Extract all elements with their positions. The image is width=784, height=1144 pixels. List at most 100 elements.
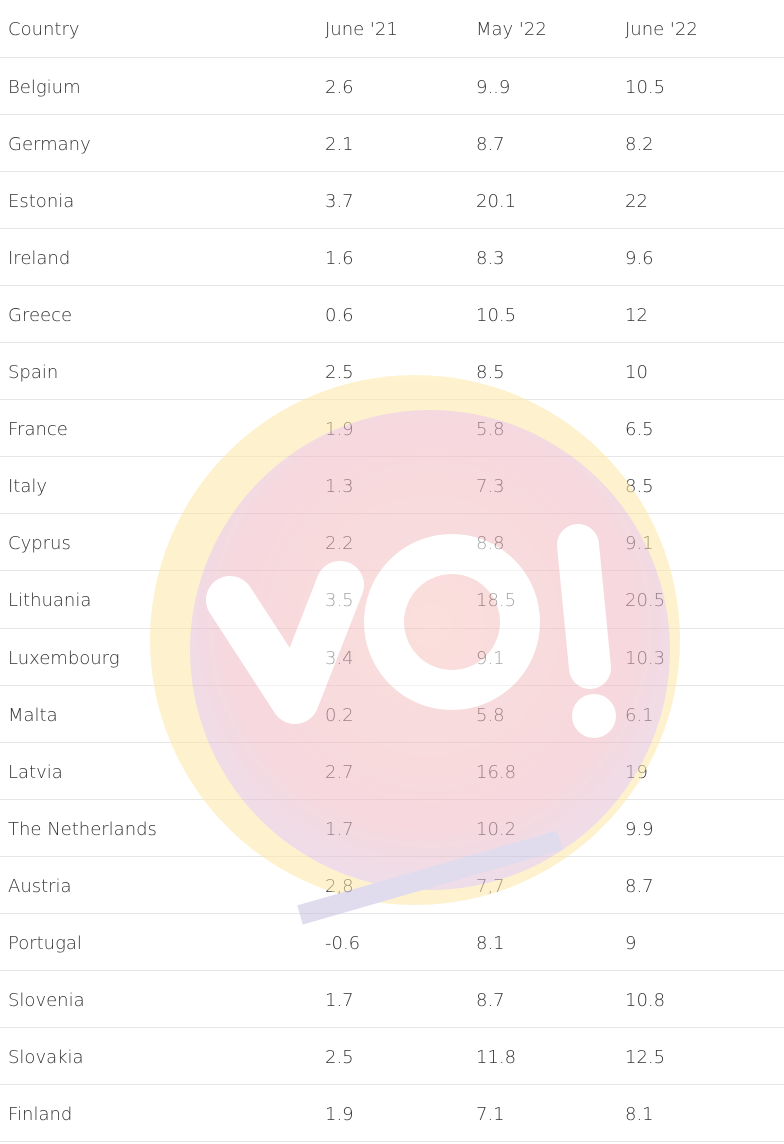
value-cell: 12 xyxy=(625,305,648,327)
table-row: Slovakia 2.5 11.8 12.5 xyxy=(0,1028,784,1085)
value-cell: 22 xyxy=(625,191,648,213)
country-cell: Cyprus xyxy=(8,533,71,555)
value-cell: 10.8 xyxy=(625,989,666,1011)
value-cell: 10 xyxy=(625,362,648,384)
country-cell: Italy xyxy=(8,476,48,498)
table-row: Greece 0.6 10.5 12 xyxy=(0,286,784,344)
value-cell: 2.7 xyxy=(325,761,354,783)
value-cell: 8.3 xyxy=(476,248,505,270)
value-cell: 12.5 xyxy=(625,1046,666,1068)
table-row: The Netherlands 1.7 10.2 9.9 xyxy=(0,800,784,857)
value-cell: 16.8 xyxy=(476,761,517,783)
country-cell: Malta xyxy=(8,704,58,726)
country-cell: Latvia xyxy=(8,761,63,783)
value-cell: 9 xyxy=(625,932,637,954)
value-cell: -0.6 xyxy=(325,932,361,954)
value-cell: 3.7 xyxy=(325,191,354,213)
value-cell: 3.5 xyxy=(325,590,354,612)
value-cell: 1.7 xyxy=(325,818,354,840)
value-cell: 6.5 xyxy=(625,419,654,441)
value-cell: 20.1 xyxy=(476,191,517,213)
country-cell: Slovenia xyxy=(8,989,85,1011)
table-row: Malta 0.2 5.8 6.1 xyxy=(0,686,784,743)
country-cell: Ireland xyxy=(8,248,71,270)
table-row: Spain 2.5 8.5 10 xyxy=(0,343,784,401)
value-cell: 5.8 xyxy=(476,704,505,726)
value-cell: 0.2 xyxy=(325,704,354,726)
value-cell: 10.5 xyxy=(476,305,517,327)
value-cell: 8.8 xyxy=(476,533,505,555)
value-cell: 2.5 xyxy=(325,362,354,384)
value-cell: 10.5 xyxy=(625,77,666,98)
country-cell: Finland xyxy=(8,1103,73,1125)
value-cell: 9.1 xyxy=(476,647,505,669)
value-cell: 1.9 xyxy=(325,419,354,441)
country-cell: Luxembourg xyxy=(8,647,120,669)
value-cell: 11.8 xyxy=(476,1046,517,1068)
value-cell: 2,8 xyxy=(325,875,354,897)
value-cell: 10.3 xyxy=(625,647,666,669)
value-cell: 1.7 xyxy=(325,989,354,1011)
table-row: France 1.9 5.8 6.5 xyxy=(0,400,784,458)
value-cell: 9.1 xyxy=(625,533,654,555)
value-cell: 9..9 xyxy=(476,77,511,98)
value-cell: June '21 xyxy=(325,19,398,40)
value-cell: 8.5 xyxy=(625,476,654,498)
country-cell: France xyxy=(8,419,68,441)
value-cell: 3.4 xyxy=(325,647,354,669)
value-cell: 2.5 xyxy=(325,1046,354,1068)
value-cell: 5.8 xyxy=(476,419,505,441)
country-cell: Belgium xyxy=(8,77,81,98)
country-cell: Germany xyxy=(8,134,91,156)
table-row: Austria 2,8 7,7 8.7 xyxy=(0,857,784,914)
value-cell: 2.2 xyxy=(325,533,354,555)
table-row: Germany 2.1 8.7 8.2 xyxy=(0,115,784,173)
country-cell: Portugal xyxy=(8,932,82,954)
table-row: Portugal -0.6 8.1 9 xyxy=(0,914,784,971)
value-cell: 8.5 xyxy=(476,362,505,384)
value-cell: 8.1 xyxy=(476,932,505,954)
value-cell: 8.7 xyxy=(476,134,505,156)
table-row: Cyprus 2.2 8.8 9.1 xyxy=(0,514,784,572)
table-row: Finland 1.9 7.1 8.1 xyxy=(0,1085,784,1142)
value-cell: 2.1 xyxy=(325,134,354,156)
value-cell: 6.1 xyxy=(625,704,654,726)
country-cell: Spain xyxy=(8,362,59,384)
value-cell: 8.7 xyxy=(476,989,505,1011)
value-cell: 7.1 xyxy=(476,1103,505,1125)
table-row: Ireland 1.6 8.3 9.6 xyxy=(0,229,784,287)
country-cell: Country xyxy=(8,19,80,40)
value-cell: 1.6 xyxy=(325,248,354,270)
value-cell: June '22 xyxy=(625,19,698,40)
country-cell: Austria xyxy=(8,875,72,897)
value-cell: 7,7 xyxy=(476,875,505,897)
value-cell: 8.1 xyxy=(625,1103,654,1125)
value-cell: 0.6 xyxy=(325,305,354,327)
value-cell: 1.9 xyxy=(325,1103,354,1125)
value-cell: 8.7 xyxy=(625,875,654,897)
value-cell: May '22 xyxy=(476,19,547,40)
value-cell: 19 xyxy=(625,761,648,783)
value-cell: 20.5 xyxy=(625,590,666,612)
country-cell: Slovakia xyxy=(8,1046,84,1068)
country-cell: Lithuania xyxy=(8,590,92,612)
table-row: Slovenia 1.7 8.7 10.8 xyxy=(0,971,784,1028)
country-cell: Estonia xyxy=(8,191,75,213)
value-cell: 7.3 xyxy=(476,476,505,498)
table-row: Belgium 2.6 9..9 10.5 xyxy=(0,58,784,116)
table-row: Lithuania 3.5 18.5 20.5 xyxy=(0,571,784,629)
table-row: Estonia 3.7 20.1 22 xyxy=(0,172,784,230)
country-cell: The Netherlands xyxy=(8,818,157,840)
table-row: Luxembourg 3.4 9.1 10.3 xyxy=(0,629,784,686)
table-row: Italy 1.3 7.3 8.5 xyxy=(0,457,784,515)
value-cell: 18.5 xyxy=(476,590,517,612)
value-cell: 8.2 xyxy=(625,134,654,156)
country-cell: Greece xyxy=(8,305,73,327)
value-cell: 9.6 xyxy=(625,248,654,270)
value-cell: 2.6 xyxy=(325,77,354,98)
value-cell: 9.9 xyxy=(625,818,654,840)
table-row: Latvia 2.7 16.8 19 xyxy=(0,743,784,800)
header-row: Country June '21 May '22 June '22 xyxy=(0,0,784,58)
